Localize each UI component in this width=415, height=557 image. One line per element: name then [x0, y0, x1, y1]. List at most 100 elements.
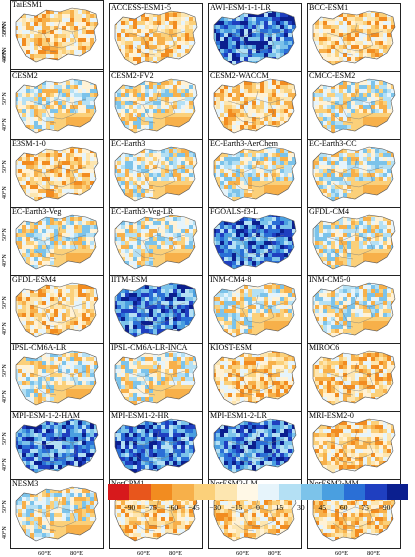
grid-cell: [288, 61, 292, 65]
grid-cell: [173, 29, 177, 33]
grid-cell: [387, 193, 391, 197]
grid-cell: [161, 157, 165, 161]
grid-cell: [173, 149, 177, 153]
grid-cell: [244, 249, 248, 253]
grid-cell: [391, 105, 395, 109]
grid-cell: [272, 97, 276, 101]
grid-cell: [145, 109, 149, 113]
grid-cell: [86, 241, 90, 245]
grid-cell: [319, 201, 323, 205]
grid-cell: [90, 213, 94, 217]
grid-cell: [177, 237, 181, 241]
grid-cell: [327, 93, 331, 97]
grid-cell: [351, 113, 355, 117]
grid-cell: [276, 101, 280, 105]
grid-cell: [141, 53, 145, 57]
grid-cell: [268, 133, 272, 137]
grid-cell: [145, 133, 149, 137]
grid-cell: [181, 173, 185, 177]
grid-cell: [252, 241, 256, 245]
grid-cell: [327, 89, 331, 93]
grid-cell: [375, 61, 379, 65]
grid-cell: [212, 181, 216, 185]
grid-cell: [375, 121, 379, 125]
grid-cell: [236, 25, 240, 29]
grid-cell: [14, 129, 18, 133]
grid-cell: [292, 9, 296, 13]
grid-cell: [26, 129, 30, 133]
grid-cell: [280, 45, 284, 49]
grid-cell: [153, 149, 157, 153]
grid-cell: [177, 93, 181, 97]
grid-cell: [343, 57, 347, 61]
grid-cell: [260, 65, 264, 69]
grid-cell: [311, 17, 315, 21]
grid-cell: [232, 37, 236, 41]
grid-cell: [54, 145, 58, 149]
grid-cell: [339, 109, 343, 113]
grid-cell: [14, 85, 18, 89]
grid-cell: [34, 97, 38, 101]
grid-cell: [177, 229, 181, 233]
grid-cell: [117, 229, 121, 233]
grid-cell: [181, 129, 185, 133]
grid-cell: [197, 109, 201, 113]
grid-cell: [228, 249, 232, 253]
grid-cell: [133, 37, 137, 41]
grid-cell: [193, 193, 197, 197]
grid-cell: [395, 173, 399, 177]
grid-cell: [90, 133, 94, 137]
grid-cell: [117, 173, 121, 177]
grid-cell: [121, 237, 125, 241]
grid-cell: [315, 101, 319, 105]
grid-cell: [117, 125, 121, 129]
grid-cell: [220, 101, 224, 105]
grid-cell: [327, 165, 331, 169]
grid-cell: [169, 61, 173, 65]
grid-cell: [193, 65, 197, 69]
grid-cell: [387, 197, 391, 201]
grid-cell: [395, 33, 399, 37]
grid-cell: [125, 181, 129, 185]
grid-cell: [228, 57, 232, 61]
grid-cell: [331, 121, 335, 125]
grid-cell: [331, 185, 335, 189]
grid-cell: [359, 65, 363, 69]
grid-cell: [157, 241, 161, 245]
grid-cell: [141, 153, 145, 157]
grid-cell: [181, 237, 185, 241]
grid-cell: [311, 201, 315, 205]
grid-cell: [169, 189, 173, 193]
grid-cell: [94, 257, 98, 261]
grid-cell: [197, 145, 201, 149]
grid-cell: [185, 65, 189, 69]
grid-cell: [22, 185, 26, 189]
grid-cell: [78, 249, 82, 253]
grid-cell: [236, 233, 240, 237]
grid-cell: [220, 117, 224, 121]
grid-cell: [375, 93, 379, 97]
grid-cell: [22, 177, 26, 181]
grid-cell: [121, 85, 125, 89]
grid-cell: [26, 189, 30, 193]
grid-cell: [185, 221, 189, 225]
grid-cell: [38, 241, 42, 245]
grid-cell: [391, 9, 395, 13]
lat-label: 50°N: [2, 160, 8, 173]
grid-cell: [220, 129, 224, 133]
grid-cell: [343, 177, 347, 181]
grid-cell: [86, 129, 90, 133]
grid-cell: [236, 177, 240, 181]
grid-cell: [375, 33, 379, 37]
grid-cell: [319, 153, 323, 157]
grid-cell: [62, 121, 66, 125]
grid-cell: [50, 121, 54, 125]
grid-cell: [288, 89, 292, 93]
grid-cell: [189, 257, 193, 261]
grid-cell: [331, 149, 335, 153]
grid-cell: [355, 113, 359, 117]
grid-cell: [133, 117, 137, 121]
grid-cell: [22, 241, 26, 245]
grid-cell: [339, 41, 343, 45]
grid-cell: [212, 157, 216, 161]
